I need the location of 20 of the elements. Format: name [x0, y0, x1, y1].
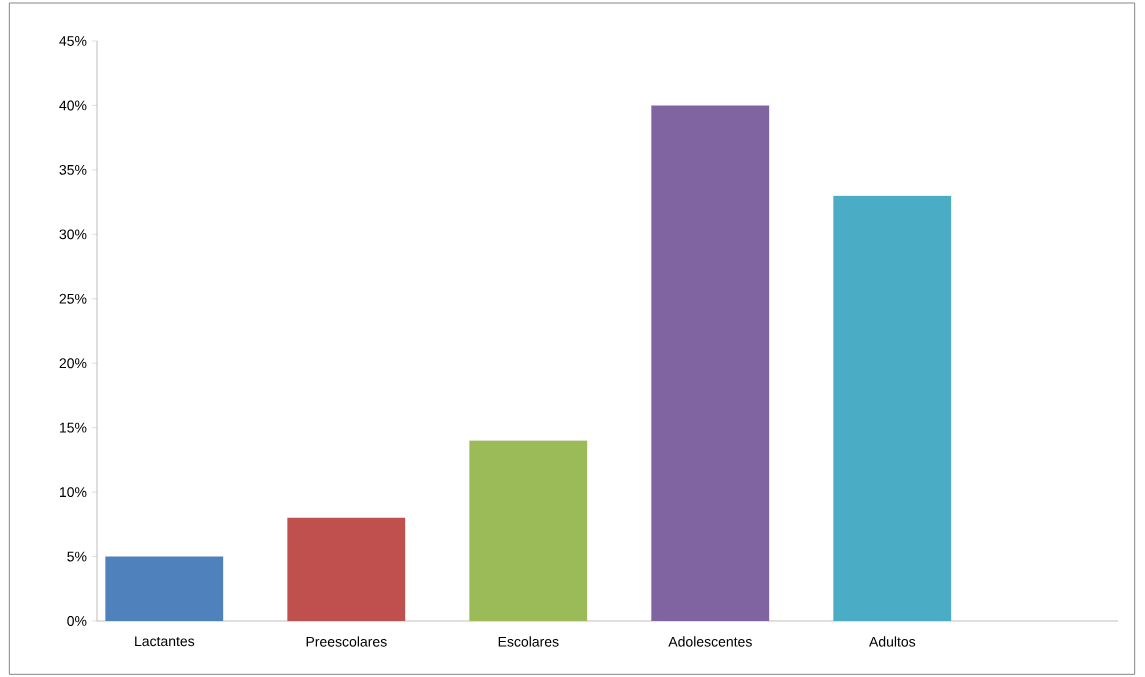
x-tick-label: Preescolares	[306, 636, 387, 647]
bar	[287, 517, 406, 621]
y-tick-label: 45%	[59, 36, 87, 46]
y-tick-label: 20%	[59, 358, 87, 369]
y-tick-label: 5%	[67, 551, 87, 562]
y-tick-label: 30%	[59, 229, 87, 240]
bar	[833, 195, 952, 621]
x-tick-label: Adolescentes	[668, 636, 752, 647]
y-tick-label: 0%	[67, 616, 87, 626]
bar	[105, 556, 224, 621]
x-tick-label: Escolares	[498, 636, 559, 647]
y-tick-label: 10%	[60, 487, 87, 498]
y-tick-label: 15%	[60, 422, 87, 433]
y-tick-label: 25%	[59, 293, 87, 304]
y-tick-label: 40%	[59, 100, 87, 111]
bar	[651, 105, 770, 621]
y-tick-label: 35%	[59, 164, 87, 175]
x-tick-label: Adultos	[869, 636, 916, 647]
x-tick-label: Lactantes	[135, 636, 195, 647]
bar	[469, 440, 588, 621]
